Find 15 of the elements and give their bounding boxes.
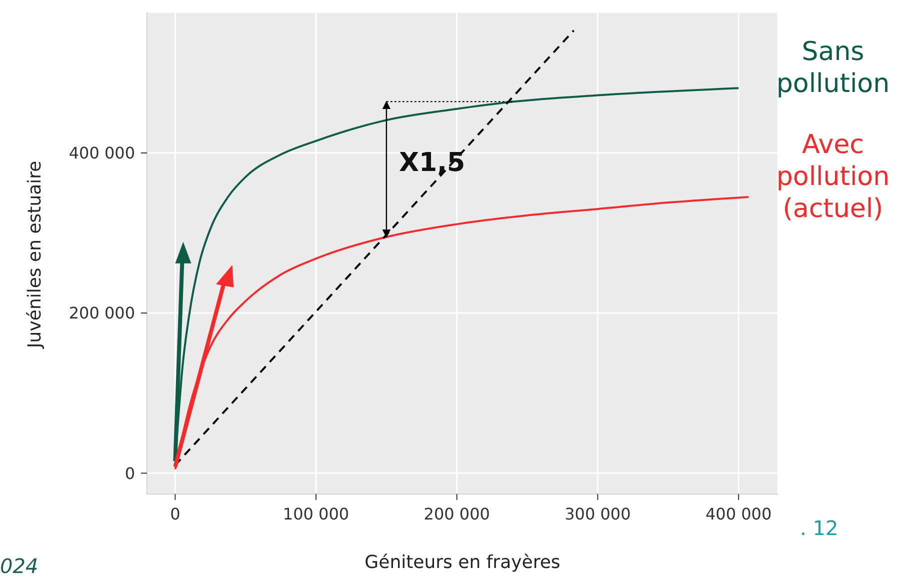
y-tick-label: 200 000: [68, 304, 135, 323]
x-tick-label: 200 000: [424, 504, 490, 524]
x-tick-label: 100 000: [282, 504, 350, 524]
x-tick-label: 300 000: [564, 504, 631, 524]
x-tick-label: 0: [170, 504, 180, 524]
text: . 12: [800, 516, 838, 540]
annotation: X1,5: [399, 148, 466, 178]
y-tick-label: 0: [124, 464, 135, 483]
y-tick-label: 400 000: [68, 144, 135, 163]
series-label: Avec pollution (actuel): [775, 128, 891, 225]
text: 024: [0, 554, 38, 578]
x-tick-label: 400 000: [705, 504, 772, 524]
y-axis-title: Juvéniles en estuaire: [24, 160, 46, 349]
series-label: Sans pollution: [775, 36, 891, 100]
x-axis-title: Géniteurs en frayères: [364, 552, 560, 573]
